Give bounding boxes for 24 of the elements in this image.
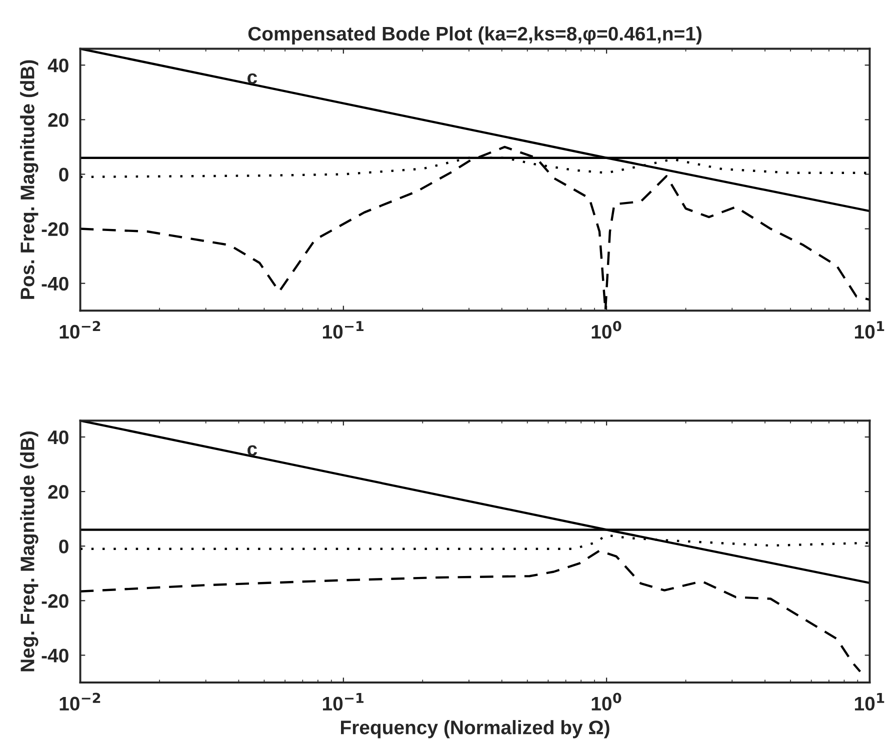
- annotation: c: [248, 445, 258, 456]
- y-axis-title: Pos. Freq. Magnitude (dB): [20, 60, 38, 299]
- y-tick-label: -20: [42, 222, 68, 236]
- x-tick-label: 10$^{−2}$: [60, 320, 100, 339]
- y-tick-label: -40: [42, 648, 68, 662]
- x-tick-label: 10$^{1}$: [854, 321, 884, 339]
- y-tick-label: -40: [42, 276, 68, 291]
- y-tick-label: 40: [48, 430, 68, 444]
- y-tick-label: 20: [48, 485, 68, 499]
- y-tick-label: 0: [59, 540, 68, 554]
- y-tick-label: -20: [42, 594, 68, 608]
- x-tick-label: 10$^{1}$: [854, 692, 884, 711]
- y-tick-label: 40: [48, 58, 68, 72]
- x-tick-label: 10$^{−1}$: [322, 692, 364, 711]
- y-tick-label: 0: [59, 168, 68, 182]
- x-tick-label: 10$^{−2}$: [60, 692, 100, 711]
- chart-title: Compensated Bode Plot (ka=2,ks=8,φ=0.461,n=1): [248, 26, 702, 44]
- y-axis-title: Neg. Freq. Magnitude (dB): [20, 432, 38, 672]
- x-tick-label: 10$^{−1}$: [322, 321, 364, 339]
- y-tick-label: 20: [48, 113, 68, 127]
- x-tick-label: 10$^{0}$: [592, 692, 622, 711]
- x-axis-title: Frequency (Normalized by Ω): [341, 720, 610, 738]
- x-tick-label: 10$^{0}$: [592, 320, 622, 339]
- annotation: c: [248, 73, 258, 84]
